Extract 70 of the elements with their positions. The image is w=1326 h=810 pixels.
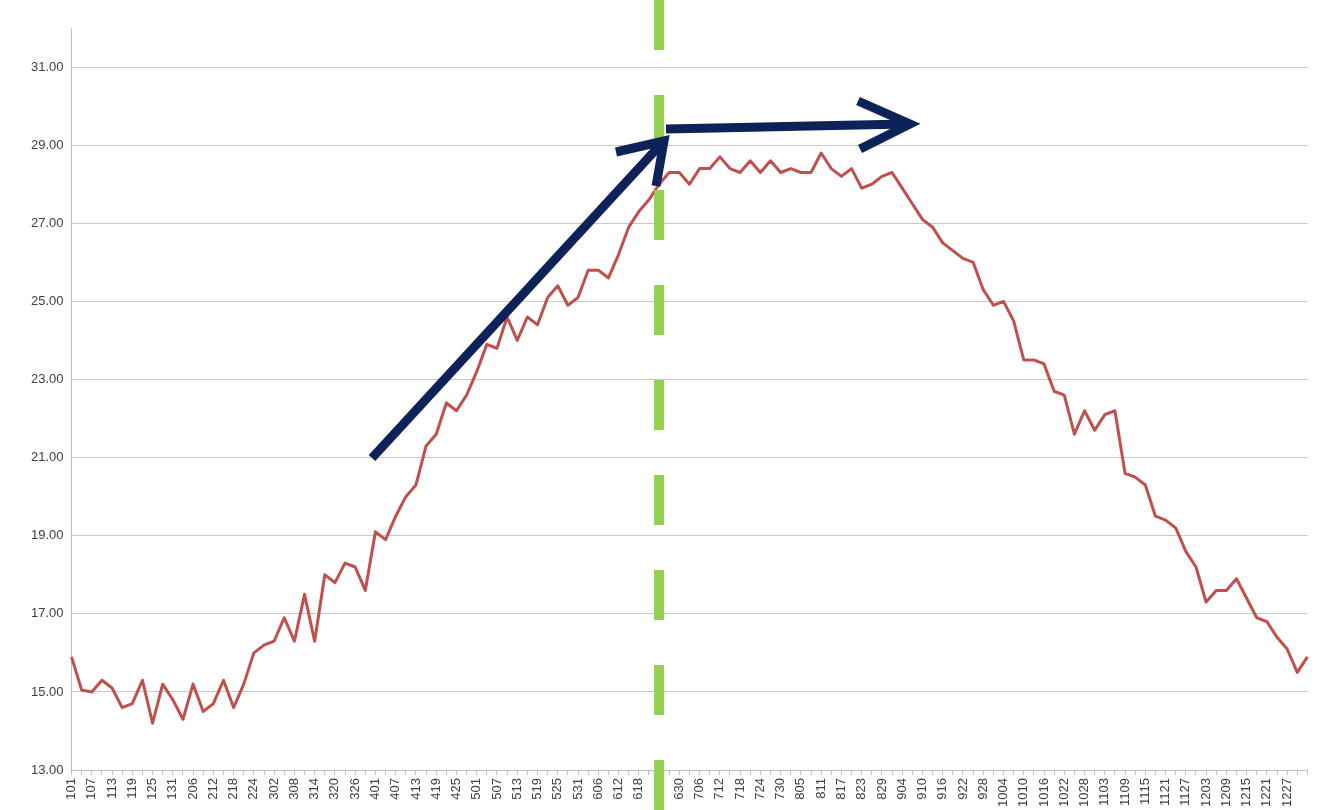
x-tick-label: 419: [427, 778, 443, 800]
x-tick-label: 916: [934, 778, 950, 800]
x-tick-label: 302: [265, 778, 281, 800]
x-tick-label: 1215: [1238, 778, 1254, 807]
x-tick-label: 1221: [1258, 778, 1274, 807]
x-tick-label: 829: [873, 778, 889, 800]
y-tick-label: 15.00: [30, 683, 64, 699]
x-tick-label: 1121: [1157, 778, 1173, 807]
x-tick-label: 805: [792, 778, 808, 800]
x-tick-label: 1109: [1116, 778, 1132, 807]
x-tick-label: 507: [488, 778, 504, 800]
x-tick-label: 1028: [1076, 778, 1092, 807]
x-tick-label: 320: [326, 778, 342, 800]
x-tick-label: 630: [670, 778, 686, 800]
y-tick-label: 29.00: [30, 136, 64, 152]
x-tick-label: 910: [914, 778, 930, 800]
x-tick-label: 531: [569, 778, 585, 800]
x-tick-label: 525: [549, 778, 565, 800]
y-tick-label: 25.00: [30, 292, 64, 308]
x-tick-label: 425: [448, 778, 464, 800]
x-tick-label: 519: [529, 778, 545, 800]
x-tick-label: 1022: [1055, 778, 1071, 807]
x-tick-label: 501: [468, 778, 484, 800]
y-tick-label: 23.00: [30, 371, 64, 387]
x-tick-label: 922: [954, 778, 970, 800]
x-tick-label: 401: [367, 778, 383, 800]
y-tick-label: 21.00: [30, 449, 64, 465]
x-tick-label: 407: [387, 778, 403, 800]
x-tick-label: 706: [691, 778, 707, 800]
x-tick-label: 101: [63, 778, 79, 800]
x-tick-label: 1016: [1035, 778, 1051, 807]
x-tick-label: 823: [853, 778, 869, 800]
x-tick-label: 730: [772, 778, 788, 800]
x-tick-label: 612: [610, 778, 626, 800]
x-tick-label: 1010: [1015, 778, 1031, 807]
x-tick-label: 811: [812, 778, 828, 799]
x-tick-label: 718: [731, 778, 747, 800]
x-tick-label: 817: [832, 778, 848, 800]
x-tick-label: 326: [346, 778, 362, 800]
x-tick-label: 904: [893, 778, 909, 800]
x-tick-label: 928: [974, 778, 990, 800]
x-tick-label: 131: [164, 778, 180, 800]
x-tick-label: 712: [711, 778, 727, 800]
x-tick-label: 125: [144, 778, 160, 800]
x-tick-label: 107: [83, 778, 99, 800]
x-tick-label: 606: [589, 778, 605, 800]
x-tick-label: 119: [123, 778, 139, 799]
x-tick-label: 113: [103, 778, 119, 799]
x-tick-label: 724: [751, 778, 767, 800]
x-tick-label: 1227: [1278, 778, 1294, 807]
x-tick-label: 206: [184, 778, 200, 800]
y-tick-label: 17.00: [30, 605, 64, 621]
x-tick-label: 1127: [1177, 778, 1193, 807]
y-tick-label: 13.00: [30, 761, 64, 777]
x-tick-label: 218: [225, 778, 241, 800]
y-tick-label: 19.00: [30, 527, 64, 543]
x-tick-label: 224: [245, 778, 261, 800]
x-tick-label: 212: [204, 778, 220, 800]
x-tick-label: 618: [630, 778, 646, 800]
x-tick-label: 1103: [1096, 778, 1112, 807]
y-tick-label: 27.00: [30, 214, 64, 230]
x-tick-label: 413: [407, 778, 423, 800]
x-tick-label: 314: [306, 778, 322, 800]
x-tick-label: 1115: [1136, 778, 1152, 806]
x-tick-label: 308: [285, 778, 301, 800]
x-tick-label: 1004: [995, 778, 1011, 807]
x-tick-label: 1209: [1217, 778, 1233, 807]
y-tick-label: 31.00: [30, 58, 64, 74]
x-tick-label: 513: [508, 778, 524, 800]
x-tick-label: 1203: [1197, 778, 1213, 807]
